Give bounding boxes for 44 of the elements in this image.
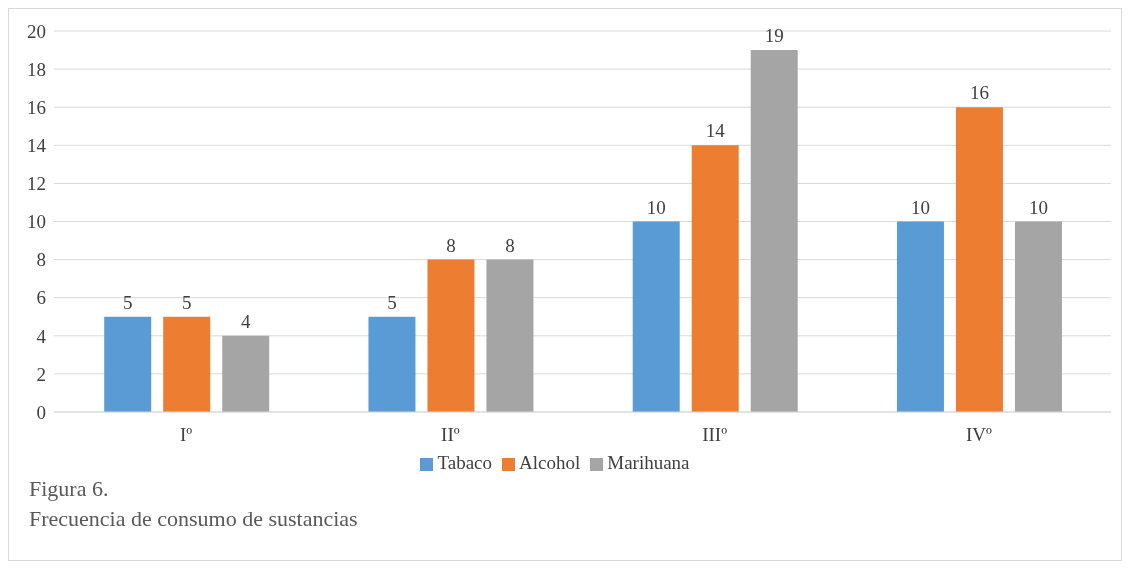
bar bbox=[632, 221, 680, 412]
bar bbox=[1014, 221, 1062, 412]
bar bbox=[896, 221, 944, 412]
bar bbox=[163, 316, 211, 412]
legend-label: Alcohol bbox=[519, 452, 581, 473]
y-tick-label: 6 bbox=[36, 287, 46, 309]
y-tick-label: 18 bbox=[27, 58, 46, 80]
legend-label: Marihuana bbox=[607, 452, 690, 473]
y-tick-label: 20 bbox=[27, 20, 46, 42]
legend-label: Tabaco bbox=[437, 452, 493, 473]
y-tick-label: 2 bbox=[36, 363, 46, 385]
bar bbox=[750, 50, 798, 412]
x-tick-label: IVº bbox=[965, 424, 992, 446]
x-tick-label: Iº bbox=[180, 424, 193, 446]
y-tick-label: 12 bbox=[27, 173, 46, 195]
data-label: 5 bbox=[181, 291, 192, 313]
y-tick-label: 16 bbox=[27, 96, 46, 118]
bar bbox=[222, 335, 270, 412]
data-label: 4 bbox=[240, 310, 251, 332]
data-label: 8 bbox=[505, 234, 515, 256]
bar bbox=[955, 107, 1003, 412]
data-label: 10 bbox=[1028, 196, 1048, 218]
bar bbox=[486, 259, 534, 412]
y-tick-label: 0 bbox=[36, 401, 46, 423]
data-label: 14 bbox=[705, 120, 726, 142]
x-tick-label: IIIº bbox=[702, 424, 728, 446]
text: Figura 6. bbox=[29, 475, 110, 503]
bar bbox=[427, 259, 475, 412]
bar bbox=[104, 316, 152, 412]
bar bbox=[691, 145, 739, 412]
data-label: 10 bbox=[646, 196, 666, 218]
data-label: 5 bbox=[387, 291, 397, 313]
data-label: 8 bbox=[446, 234, 456, 256]
x-tick-label: IIº bbox=[441, 424, 460, 446]
y-tick-label: 10 bbox=[27, 211, 46, 233]
y-tick-label: 4 bbox=[36, 325, 47, 347]
data-label: 16 bbox=[969, 82, 989, 104]
data-label: 5 bbox=[122, 291, 133, 313]
data-label: 19 bbox=[764, 25, 784, 47]
text: Frecuencia de consumo de sustancias bbox=[29, 505, 358, 533]
data-label: 10 bbox=[910, 196, 930, 218]
bar bbox=[368, 316, 416, 412]
y-tick-label: 8 bbox=[36, 249, 46, 271]
y-tick-label: 14 bbox=[27, 135, 47, 157]
